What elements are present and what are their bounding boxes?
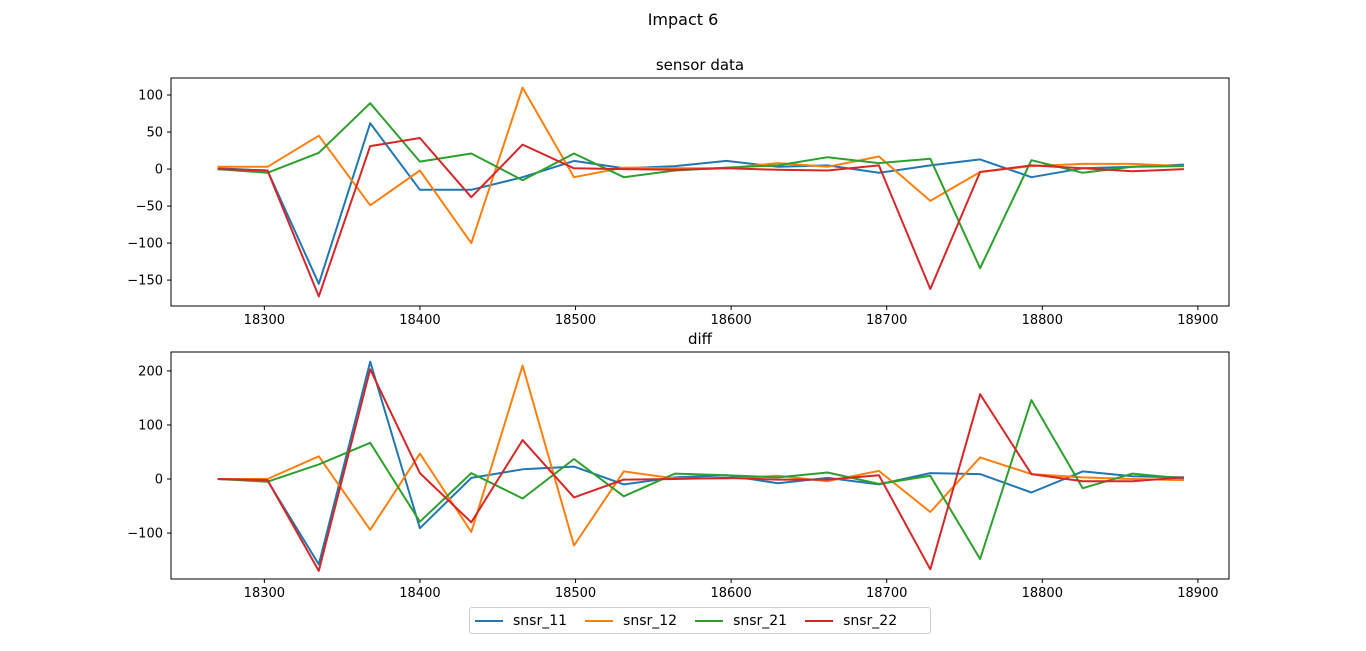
legend: snsr_11 snsr_12 snsr_21 snsr_22 [469, 607, 931, 634]
x-tick-label: 18700 [866, 586, 907, 601]
series-line-snsr-22 [217, 368, 1184, 572]
x-tick-label: 18700 [866, 313, 907, 328]
series-line-snsr-11 [217, 360, 1184, 566]
legend-item-snsr-21: snsr_21 [695, 613, 787, 629]
axes-diff: diff 18300 18400 18500 18600 18700 18800 18900 2… [127, 330, 1230, 601]
x-tick-label: 18500 [555, 313, 596, 328]
y-tick-label: 100 [138, 418, 163, 433]
x-tick-label: 18500 [555, 586, 596, 601]
y-tick-label: −100 [127, 237, 163, 252]
legend-line-snsr-12 [585, 619, 614, 622]
legend-label: snsr_21 [733, 612, 788, 629]
x-tick-label: 18800 [1022, 586, 1063, 601]
series-line-snsr-11 [217, 122, 1184, 285]
series-line-snsr-21 [217, 399, 1184, 560]
series-line-snsr-21 [217, 102, 1184, 270]
figure: Impact 6 sensor data 18300 18400 18500 18600… [127, 10, 1230, 601]
legend-item-snsr-12: snsr_12 [585, 613, 677, 629]
x-tick-label: 18400 [399, 586, 440, 601]
axes-sensor-data: sensor data 18300 18400 18500 18600 18700 1880… [127, 56, 1230, 328]
y-tick-label: 50 [146, 126, 163, 141]
axes-title: sensor data [656, 56, 744, 74]
legend-item-snsr-11: snsr_11 [475, 613, 567, 629]
y-tick-label: −100 [127, 527, 163, 542]
y-tick-label: 100 [138, 89, 163, 104]
legend-line-snsr-22 [805, 619, 834, 622]
x-tick-label: 18800 [1022, 313, 1063, 328]
axes-frame [170, 77, 1230, 307]
x-tick-label: 18900 [1177, 586, 1218, 601]
legend-label: snsr_11 [513, 612, 568, 629]
y-tick-label: 0 [155, 163, 163, 178]
axes-title: diff [688, 330, 713, 348]
suptitle: Impact 6 [648, 10, 719, 29]
legend-label: snsr_22 [843, 612, 898, 629]
x-tick-label: 18600 [710, 586, 751, 601]
legend-line-snsr-21 [695, 619, 724, 622]
y-tick-label: −50 [136, 200, 163, 215]
x-tick-label: 18900 [1177, 313, 1218, 328]
legend-label: snsr_12 [623, 612, 678, 629]
series-line-snsr-22 [217, 137, 1184, 298]
y-tick-label: −150 [127, 274, 163, 289]
y-tick-label: 0 [155, 473, 163, 488]
x-tick-label: 18300 [244, 313, 285, 328]
x-tick-label: 18400 [399, 313, 440, 328]
x-tick-label: 18600 [710, 313, 751, 328]
legend-item-snsr-22: snsr_22 [805, 613, 897, 629]
axes-frame [170, 351, 1230, 580]
x-tick-label: 18300 [244, 586, 285, 601]
legend-line-snsr-11 [475, 619, 503, 622]
y-tick-label: 200 [138, 364, 163, 379]
